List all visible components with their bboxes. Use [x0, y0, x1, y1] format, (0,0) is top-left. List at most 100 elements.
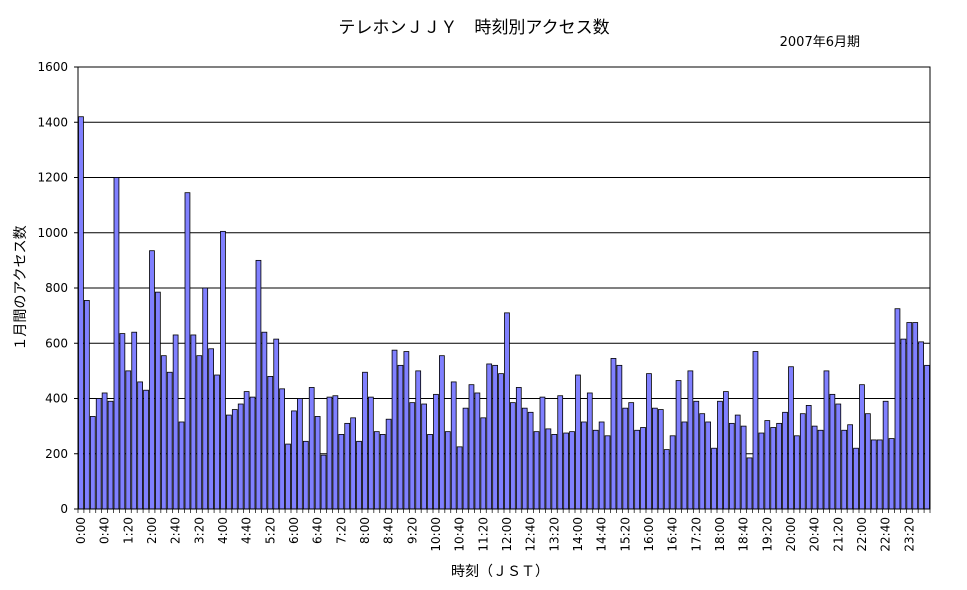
bar	[78, 116, 84, 510]
x-tick-label: 18:40	[737, 517, 751, 552]
bar	[178, 421, 185, 510]
bar	[314, 416, 321, 510]
x-tick-label: 3:20	[192, 517, 206, 544]
bar	[663, 449, 670, 510]
bar	[385, 418, 392, 510]
bar	[220, 230, 226, 510]
bar	[89, 416, 96, 510]
y-tick-label: 1600	[37, 60, 68, 74]
bar	[622, 407, 629, 510]
x-tick-label: 12:00	[500, 517, 514, 552]
bar	[847, 424, 853, 510]
bar	[510, 402, 516, 510]
bar	[592, 429, 599, 510]
bar	[817, 429, 824, 510]
y-tick-label: 1000	[37, 226, 68, 240]
bar	[143, 389, 149, 510]
bar	[427, 434, 433, 510]
bar	[332, 395, 339, 510]
bar	[586, 392, 593, 510]
bar	[468, 384, 475, 510]
x-tick-label: 6:40	[311, 517, 325, 544]
bar	[557, 395, 564, 510]
bar	[628, 402, 635, 510]
x-tick-label: 10:00	[429, 517, 443, 552]
x-tick-label: 0:00	[74, 517, 88, 544]
chart-title: テレホンＪＪＹ 時刻別アクセス数	[338, 18, 609, 38]
bar	[829, 393, 836, 510]
bar-series	[78, 116, 930, 510]
bar	[125, 370, 132, 510]
bar	[113, 177, 120, 510]
bar	[391, 349, 398, 510]
bar	[456, 446, 463, 510]
bar	[900, 338, 907, 510]
bar	[362, 371, 368, 510]
bar	[894, 308, 901, 510]
x-tick-label: 19:20	[760, 517, 774, 552]
y-tick-label: 0	[60, 502, 68, 516]
x-tick-label: 23:20	[902, 517, 916, 552]
bar	[776, 422, 782, 510]
bar	[492, 364, 498, 510]
x-tick-label: 22:00	[855, 517, 869, 552]
bar	[344, 422, 351, 510]
bar	[326, 396, 333, 510]
bar	[149, 250, 155, 510]
x-tick-label: 21:20	[831, 517, 845, 552]
bar	[717, 400, 723, 510]
bar	[581, 421, 587, 510]
bar	[368, 396, 374, 510]
bar	[634, 429, 640, 510]
bar	[545, 428, 552, 510]
bar	[646, 373, 652, 510]
bar	[486, 363, 493, 510]
bar	[841, 429, 848, 510]
bar	[261, 331, 268, 510]
bar	[681, 421, 688, 510]
bar	[474, 392, 481, 510]
bar	[107, 400, 114, 510]
bar	[640, 427, 646, 510]
bar	[746, 457, 753, 510]
bar	[758, 432, 765, 510]
x-tick-label: 2:40	[169, 517, 183, 544]
bar	[675, 380, 682, 510]
plot-area-frame	[77, 66, 931, 510]
x-tick-label: 8:40	[382, 517, 396, 544]
bar	[397, 364, 404, 510]
chart-subtitle: 2007年6月期	[780, 35, 860, 50]
bar	[740, 425, 747, 510]
bar	[273, 338, 280, 510]
bar	[569, 431, 575, 510]
bar	[214, 374, 220, 510]
x-tick-label: 8:00	[358, 517, 372, 544]
bar	[693, 400, 700, 510]
x-tick-label: 17:20	[689, 517, 703, 552]
bar	[308, 387, 315, 510]
bar	[539, 396, 546, 510]
bar	[551, 434, 558, 510]
bar	[657, 409, 664, 510]
bar	[433, 393, 439, 510]
x-tick-label: 16:00	[642, 517, 656, 552]
bar	[450, 381, 457, 510]
bar	[770, 427, 777, 510]
bar	[196, 355, 203, 510]
bar	[101, 392, 108, 510]
x-tick-label: 15:20	[618, 517, 632, 552]
bar	[462, 407, 469, 510]
bar	[616, 364, 623, 510]
bar	[811, 425, 818, 510]
y-tick-label: 200	[45, 447, 68, 461]
bar	[794, 435, 800, 510]
x-tick-label: 0:40	[98, 517, 112, 544]
bar	[202, 287, 209, 510]
bar	[563, 432, 569, 510]
x-tick-label: 7:20	[334, 517, 348, 544]
x-tick-label: 4:00	[216, 517, 230, 544]
y-axis-label: １月間のアクセス数	[13, 225, 29, 350]
bar	[444, 431, 451, 510]
bar	[723, 391, 729, 510]
